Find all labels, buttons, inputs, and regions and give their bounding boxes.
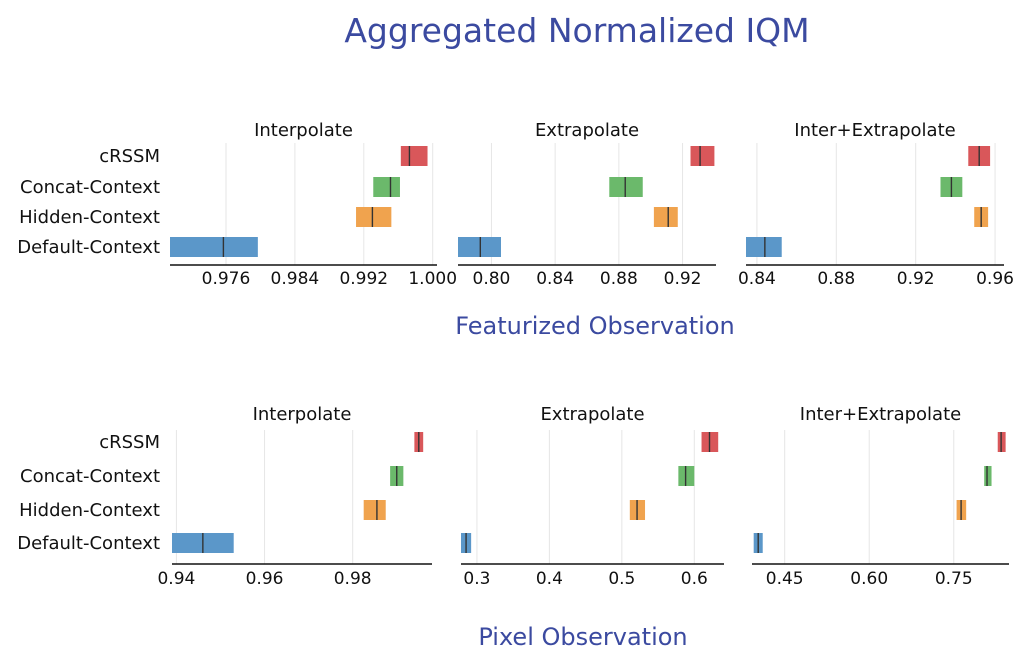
figure-title: Aggregated Normalized IQM — [344, 11, 809, 50]
category-label: Concat-Context — [20, 177, 160, 198]
x-tick-label: 0.92 — [664, 269, 702, 289]
x-tick-label: 0.6 — [681, 569, 708, 589]
interval-bar-concat-context — [984, 466, 992, 486]
category-label: Concat-Context — [20, 466, 160, 487]
interval-bar-hidden-context — [356, 207, 392, 227]
x-tick-label: 0.88 — [600, 269, 638, 289]
category-label: cRSSM — [99, 432, 160, 453]
panel-title: Inter+Extrapolate — [800, 404, 961, 425]
section-title: Featurized Observation — [455, 312, 735, 340]
x-tick-label: 0.92 — [897, 269, 935, 289]
interval-bar-concat-context — [609, 177, 643, 197]
interval-bar-concat-context — [373, 177, 400, 197]
x-tick-label: 0.3 — [463, 569, 490, 589]
section-title: Pixel Observation — [478, 623, 687, 651]
interval-bar-crssm — [690, 146, 715, 166]
interval-bar-default-context — [746, 237, 782, 257]
x-tick-label: 0.96 — [976, 269, 1014, 289]
x-tick-label: 0.4 — [536, 569, 563, 589]
panel-title: Extrapolate — [540, 404, 644, 425]
x-tick-label: 0.992 — [339, 269, 388, 289]
panel-title: Interpolate — [253, 404, 352, 425]
category-label: Default-Context — [17, 237, 160, 258]
x-tick-label: 0.84 — [738, 269, 776, 289]
x-tick-label: 0.75 — [935, 569, 973, 589]
x-tick-label: 1.000 — [408, 269, 457, 289]
x-tick-label: 0.5 — [608, 569, 635, 589]
x-tick-label: 0.976 — [202, 269, 251, 289]
interval-bar-crssm — [400, 146, 428, 166]
interval-bar-hidden-context — [363, 500, 386, 520]
category-label: Hidden-Context — [19, 500, 160, 521]
panel-title: Interpolate — [254, 120, 353, 141]
x-tick-label: 0.984 — [271, 269, 320, 289]
category-label: Hidden-Context — [19, 207, 160, 228]
category-label: Default-Context — [17, 533, 160, 554]
interval-bar-default-context — [458, 237, 501, 257]
x-tick-label: 0.88 — [817, 269, 855, 289]
panel-title: Extrapolate — [535, 120, 639, 141]
x-tick-label: 0.45 — [766, 569, 804, 589]
x-tick-label: 0.96 — [246, 569, 284, 589]
interval-bar-default-context — [170, 237, 258, 257]
x-tick-label: 0.98 — [334, 569, 372, 589]
x-tick-label: 0.84 — [536, 269, 574, 289]
x-tick-label: 0.80 — [473, 269, 511, 289]
category-label: cRSSM — [99, 146, 160, 167]
interval-bar-hidden-context — [653, 207, 678, 227]
interval-bar-concat-context — [678, 466, 695, 486]
panel-title: Inter+Extrapolate — [794, 120, 955, 141]
x-tick-label: 0.94 — [157, 569, 195, 589]
x-tick-label: 0.60 — [850, 569, 888, 589]
